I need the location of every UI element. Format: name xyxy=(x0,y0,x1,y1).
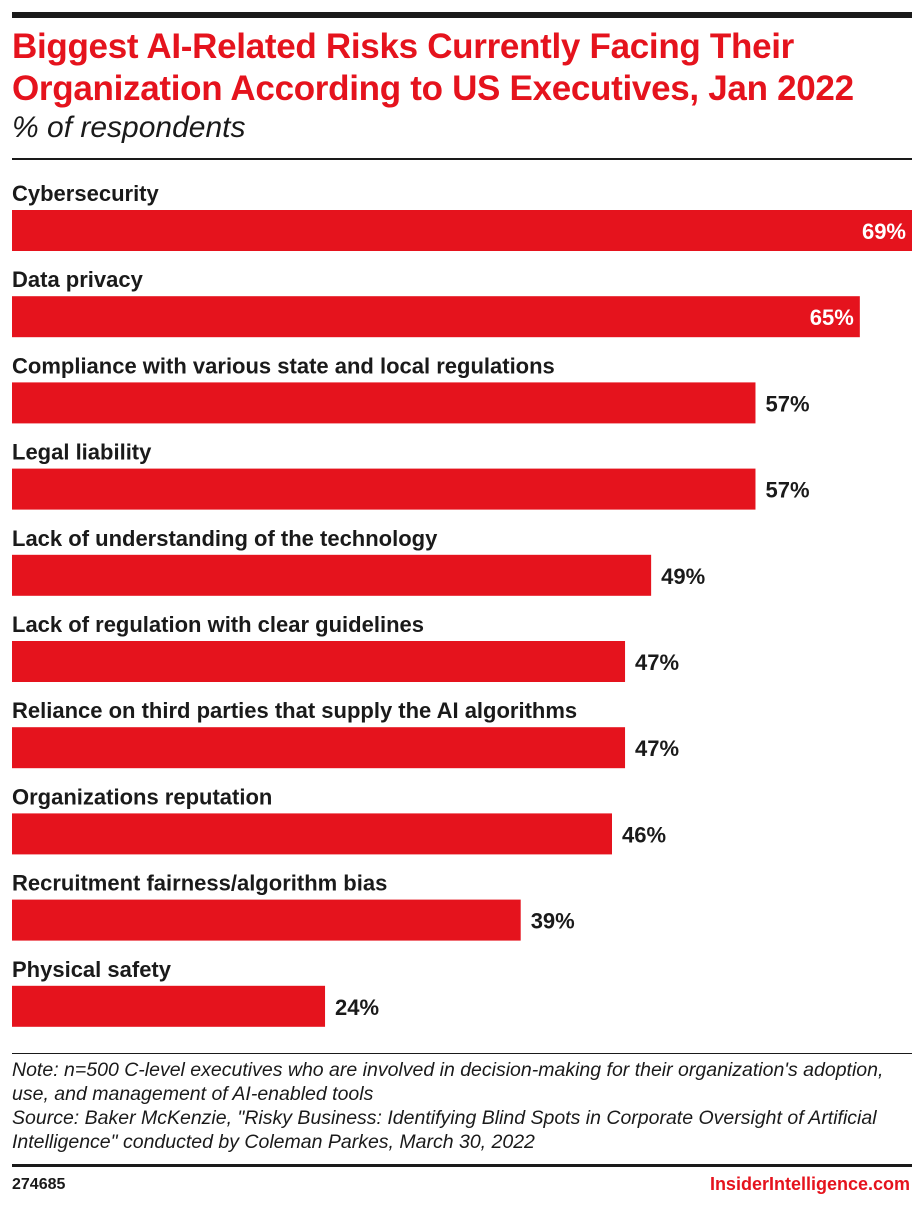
value-label: 57% xyxy=(765,478,809,503)
chart-subtitle: % of respondents xyxy=(12,111,246,144)
value-label: 69% xyxy=(862,219,906,244)
top-rule xyxy=(12,12,912,18)
bar xyxy=(12,382,756,424)
value-label: 46% xyxy=(622,822,666,847)
title-divider xyxy=(12,158,912,160)
category-label: Lack of understanding of the technology xyxy=(12,526,438,551)
value-label: 49% xyxy=(661,564,705,589)
category-label: Organizations reputation xyxy=(12,784,272,809)
bar xyxy=(12,468,756,510)
bar xyxy=(12,899,521,941)
bar xyxy=(12,210,912,251)
note-text: Note: n=500 C-level executives who are i… xyxy=(12,1059,884,1105)
source-text: Source: Baker McKenzie, "Risky Business:… xyxy=(12,1107,877,1153)
category-label: Data privacy xyxy=(12,267,144,292)
category-label: Reliance on third parties that supply th… xyxy=(12,698,577,723)
category-label: Cybersecurity xyxy=(12,181,160,206)
note-divider xyxy=(12,1053,912,1054)
bar xyxy=(12,813,612,855)
footnotes: Note: n=500 C-level executives who are i… xyxy=(12,1058,912,1154)
category-label: Recruitment fairness/algorithm bias xyxy=(12,871,387,896)
value-label: 57% xyxy=(765,391,809,416)
category-label: Compliance with various state and local … xyxy=(12,353,555,378)
bar xyxy=(12,727,626,769)
bar xyxy=(12,985,326,1027)
chart-title: Biggest AI-Related Risks Currently Facin… xyxy=(12,27,854,108)
value-label: 24% xyxy=(335,995,379,1020)
bar xyxy=(12,641,626,682)
bar-chart: Cybersecurity 69% Data privacy 65% Complianc… xyxy=(12,181,912,1027)
category-label: Legal liability xyxy=(12,440,152,465)
value-label: 39% xyxy=(531,909,575,934)
category-label: Lack of regulation with clear guidelines xyxy=(12,612,424,637)
bar xyxy=(12,296,860,338)
value-label: 65% xyxy=(810,305,854,330)
bar xyxy=(12,554,652,596)
category-label: Physical safety xyxy=(12,957,172,982)
chart-id: 274685 xyxy=(12,1176,66,1193)
value-label: 47% xyxy=(635,736,679,761)
value-label: 47% xyxy=(635,650,679,675)
bottom-rule xyxy=(12,1164,912,1167)
brand-link[interactable]: InsiderIntelligence.com xyxy=(709,1174,910,1194)
